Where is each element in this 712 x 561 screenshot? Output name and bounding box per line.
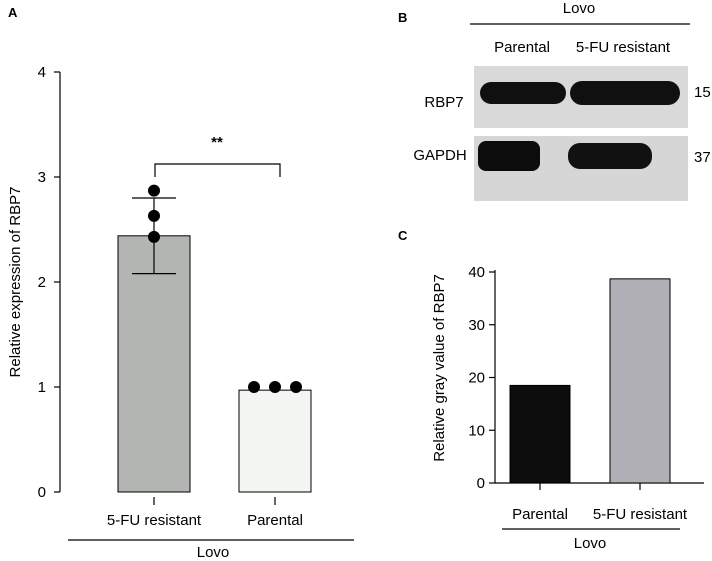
chart-a-data-point (148, 184, 160, 197)
chart-a-ytick-label: 0 (38, 484, 46, 501)
chart-c-bar (609, 278, 671, 484)
panel-letter-a: A (8, 5, 18, 20)
chart-a-data-point (290, 381, 302, 393)
chart-c-category-label: 5-FU resistant (593, 506, 688, 523)
blot-protein-gapdh: GAPDH (413, 147, 466, 164)
chart-c-ytick-label: 10 (468, 422, 485, 439)
chart-c-category-label: Parental (512, 506, 568, 523)
panel-letter-b: B (398, 10, 407, 25)
chart-c-ytick-label: 30 (468, 317, 485, 334)
chart-c-ytick-label: 20 (468, 370, 485, 387)
chart-a-data-point (269, 381, 281, 393)
chart-a-ytick-label: 4 (38, 64, 46, 81)
chart-c-ytick-label: 0 (477, 475, 485, 492)
chart-a-ytick-label: 2 (38, 274, 46, 291)
blot-rbp7-band-resistant (570, 81, 680, 105)
blot-lane-resistant: 5-FU resistant (576, 39, 671, 56)
chart-c: 0 10 20 30 40 Parental 5-FU resistant Relativ… (431, 264, 704, 552)
western-blot: Lovo Parental 5-FU resistant RBP7 15 GAP… (413, 0, 711, 201)
blot-group-label: Lovo (563, 0, 596, 17)
chart-a-ylabel: Relative expression of RBP7 (7, 187, 24, 378)
blot-protein-rbp7: RBP7 (424, 94, 463, 111)
chart-a-significance-bracket (154, 163, 281, 177)
chart-a-data-point (148, 209, 160, 222)
chart-a-bar (117, 235, 191, 493)
chart-a-significance-label: ** (211, 134, 223, 151)
chart-c-group-label: Lovo (574, 535, 607, 552)
chart-a-data-point (148, 230, 160, 243)
chart-a-data-point (248, 381, 260, 393)
blot-lane-parental: Parental (494, 39, 550, 56)
chart-a: 0 1 2 3 4 5-FU resistant Parental ** Relative… (7, 64, 354, 561)
blot-size-gapdh: 37 (694, 149, 711, 166)
panel-letter-c: C (398, 228, 408, 243)
blot-gapdh-band-resistant (568, 143, 652, 169)
blot-gapdh-band-parental (478, 141, 540, 171)
blot-size-rbp7: 15 (694, 84, 711, 101)
chart-a-category-label: Parental (247, 512, 303, 529)
chart-a-ytick-label: 1 (38, 379, 46, 396)
chart-c-bar (509, 384, 571, 484)
chart-c-ytick-label: 40 (468, 264, 485, 281)
chart-a-bar (238, 389, 312, 493)
chart-a-ytick-label: 3 (38, 169, 46, 186)
chart-c-ylabel: Relative gray value of RBP7 (431, 274, 448, 462)
chart-a-group-label: Lovo (197, 544, 230, 561)
chart-a-category-label: 5-FU resistant (107, 512, 202, 529)
blot-rbp7-band-parental (480, 82, 566, 104)
